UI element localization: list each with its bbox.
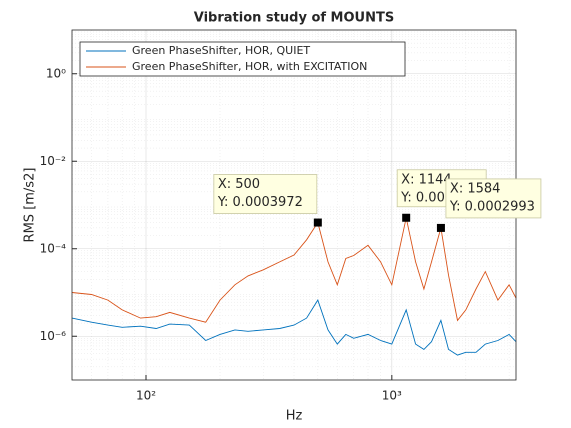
y-tick-label: 10⁻² [40, 154, 67, 168]
legend-label: Green PhaseShifter, HOR, QUIET [132, 44, 310, 57]
plot-area [71, 217, 517, 356]
y-tick-label: 10⁻⁴ [40, 241, 67, 255]
data-tip-marker [402, 213, 411, 222]
data-tip-box [213, 174, 318, 214]
data-tip-text: X: 1144 [401, 172, 452, 187]
legend-label: Green PhaseShifter, HOR, with EXCITATION [132, 60, 367, 73]
data-tip-text: Y: 0.0002993 [449, 199, 535, 214]
series-line [71, 299, 517, 356]
legend: Green PhaseShifter, HOR, QUIET Green Phas… [79, 41, 406, 77]
x-tick-label: 10³ [382, 389, 402, 403]
y-tick-label: 10⁻⁶ [40, 329, 67, 343]
data-tip-marker [436, 223, 445, 232]
x-axis-label: Hz [286, 409, 303, 424]
data-tip-marker [313, 218, 322, 227]
data-tip-text: Y: 0.0003972 [217, 195, 303, 210]
data-tip-text: X: 1584 [450, 181, 501, 196]
y-axis-label: RMS [m/s2] [23, 168, 38, 243]
data-tip-text: X: 500 [218, 177, 260, 192]
data-tip-box [445, 178, 542, 219]
legend-box [79, 41, 406, 77]
x-tick-label: 10² [136, 389, 156, 403]
y-tick-label: 10⁰ [46, 66, 66, 80]
series-line [71, 217, 517, 323]
chart-title: Vibration study of MOUNTS [194, 11, 394, 26]
